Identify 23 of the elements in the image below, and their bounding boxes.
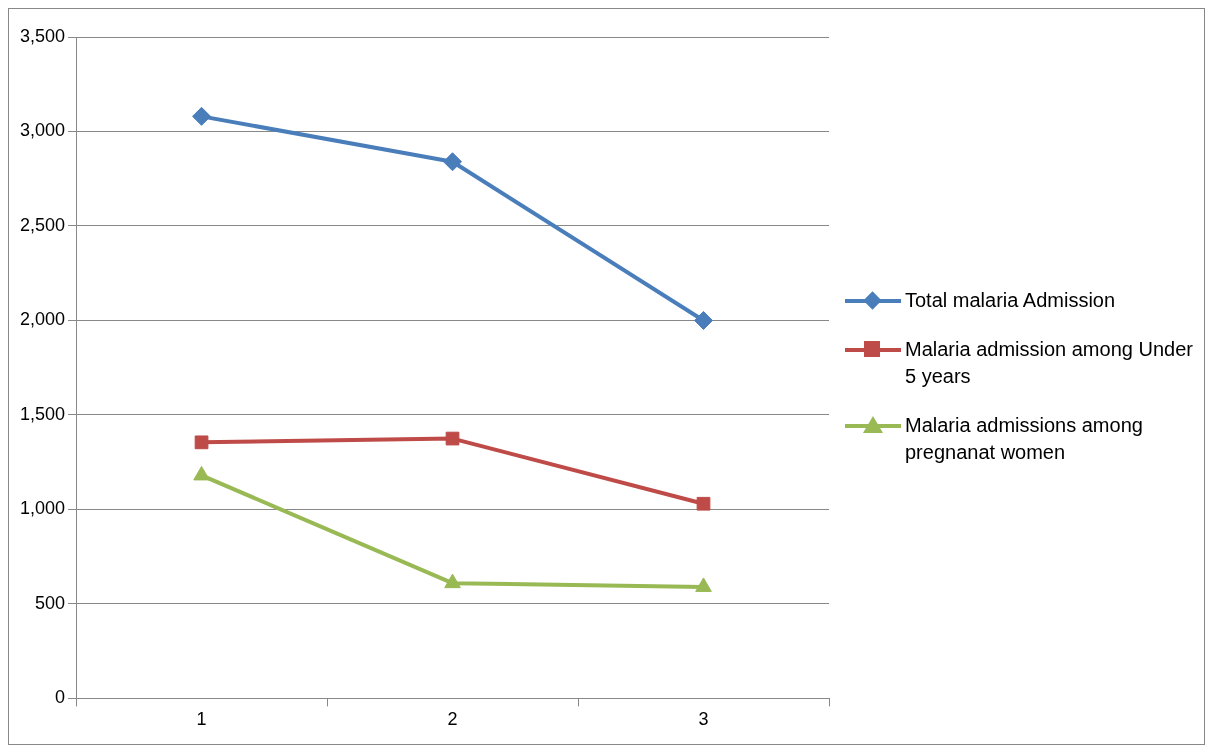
legend-label: Malaria admissions among pregnanat women [905,413,1144,465]
point [695,577,712,592]
point [696,496,711,511]
y-tick-label: 3,000 [20,120,66,141]
point [443,152,463,172]
y-tick-label: 500 [35,592,66,613]
y-tick-label: 1,000 [20,498,66,519]
x-tick-label: 3 [698,709,709,730]
point [445,431,460,446]
y-tick-label: 3,500 [20,25,66,46]
point [194,435,209,450]
legend-label: Malaria admission among Under 5 years [905,337,1194,389]
x-tick-label: 1 [196,709,207,730]
point [694,310,714,330]
y-tick-label: 2,000 [20,309,66,330]
y-tick-label: 2,500 [20,214,66,235]
point [192,106,212,126]
y-tick-label: 1,500 [20,403,66,424]
x-tick-label: 2 [447,709,458,730]
point [193,465,210,481]
legend-label: Total malaria Admission [905,288,1116,313]
point [444,573,461,589]
y-tick-label: 0 [55,687,66,708]
